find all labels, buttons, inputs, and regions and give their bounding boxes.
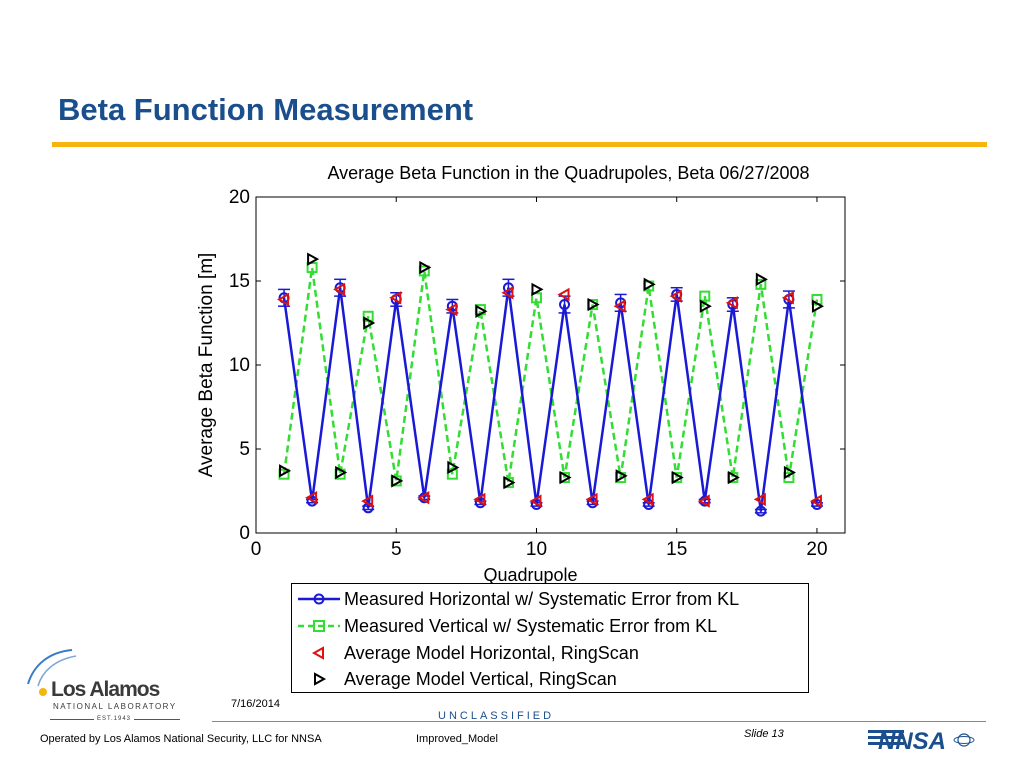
series-line-vertical-measured bbox=[282, 267, 819, 483]
point-vertical-model bbox=[335, 465, 348, 480]
point-horizontal-model bbox=[501, 286, 514, 300]
legend-entry-horizontal-measured: Measured Horizontal w/ Systematic Error … bbox=[292, 586, 810, 612]
series-line-horizontal-measured bbox=[282, 287, 819, 512]
lanl-logo: Los Alamos NATIONAL LABORATORY EST.1943 bbox=[20, 648, 190, 728]
point-horizontal-model bbox=[417, 491, 430, 505]
chart-legend: Measured Horizontal w/ Systematic Error … bbox=[291, 583, 809, 693]
point-vertical-model bbox=[475, 304, 488, 318]
point-horizontal-model bbox=[725, 296, 738, 310]
point-horizontal-measured bbox=[559, 299, 571, 311]
point-vertical-model bbox=[391, 474, 404, 488]
legend-label-horizontal-model: Average Model Horizontal, RingScan bbox=[344, 643, 639, 663]
x-tick-label: 15 bbox=[666, 539, 687, 560]
nnsa-logo-text: NNSA bbox=[878, 728, 946, 755]
point-vertical-model bbox=[755, 272, 768, 287]
y-tick-label: 10 bbox=[229, 355, 250, 376]
point-vertical-model bbox=[531, 282, 544, 297]
point-horizontal-model bbox=[641, 492, 654, 507]
point-horizontal-measured bbox=[755, 505, 767, 517]
footer-classification: UNCLASSIFIED bbox=[438, 710, 555, 722]
point-horizontal-model bbox=[585, 492, 598, 507]
point-vertical-model bbox=[783, 465, 796, 480]
point-horizontal-model bbox=[445, 302, 458, 317]
point-horizontal-model bbox=[557, 287, 570, 302]
legend-entry-horizontal-model: Average Model Horizontal, RingScan bbox=[292, 640, 810, 666]
legend-entry-vertical-model: Average Model Vertical, RingScan bbox=[292, 666, 810, 692]
legend-label-vertical-model: Average Model Vertical, RingScan bbox=[344, 669, 617, 689]
point-vertical-model bbox=[279, 464, 292, 478]
point-horizontal-model bbox=[361, 494, 374, 508]
point-vertical-model bbox=[307, 252, 320, 266]
y-axis-label: Average Beta Function [m] bbox=[196, 253, 217, 478]
point-horizontal-model bbox=[809, 494, 822, 508]
point-vertical-measured bbox=[699, 290, 711, 302]
point-horizontal-model bbox=[333, 282, 346, 297]
point-horizontal-model bbox=[781, 291, 794, 305]
footer-rule bbox=[212, 721, 986, 722]
legend-swatch-horizontal-measured bbox=[298, 593, 340, 605]
y-tick-label: 0 bbox=[239, 523, 250, 544]
legend-swatch-vertical-measured bbox=[298, 620, 340, 632]
footer-file-name: Improved_Model bbox=[416, 733, 498, 745]
footer-operated-by: Operated by Los Alamos National Security… bbox=[40, 733, 322, 745]
y-tick-label: 15 bbox=[229, 271, 250, 292]
legend-label-horizontal-measured: Measured Horizontal w/ Systematic Error … bbox=[344, 589, 740, 609]
slide-title: Beta Function Measurement bbox=[58, 92, 474, 127]
title-rule bbox=[52, 142, 987, 147]
x-tick-label: 10 bbox=[526, 539, 547, 560]
x-tick-label: 20 bbox=[806, 539, 827, 560]
point-horizontal-model bbox=[389, 291, 402, 305]
lanl-logo-est: EST.1943 bbox=[94, 716, 135, 722]
point-vertical-model bbox=[503, 475, 516, 490]
point-vertical-model bbox=[811, 299, 825, 313]
plot-area bbox=[255, 196, 846, 534]
point-vertical-model bbox=[615, 469, 628, 483]
point-vertical-model bbox=[643, 277, 656, 292]
point-vertical-model bbox=[671, 470, 684, 485]
point-horizontal-model bbox=[753, 492, 766, 507]
point-horizontal-model bbox=[276, 292, 290, 307]
chart-title: Average Beta Function in the Quadrupoles… bbox=[327, 163, 809, 183]
point-horizontal-model bbox=[669, 289, 682, 303]
legend-swatch-vertical-model bbox=[314, 672, 327, 686]
legend-label-vertical-measured: Measured Vertical w/ Systematic Error fr… bbox=[344, 616, 718, 636]
point-vertical-model bbox=[727, 470, 740, 485]
legend-entry-vertical-measured: Measured Vertical w/ Systematic Error fr… bbox=[292, 613, 810, 639]
nnsa-logo: NNSA bbox=[868, 728, 975, 755]
x-tick-label: 5 bbox=[391, 539, 402, 560]
lanl-logo-subtitle: NATIONAL LABORATORY bbox=[53, 702, 177, 711]
point-vertical-model bbox=[699, 299, 712, 313]
point-horizontal-model bbox=[613, 299, 626, 313]
point-vertical-model bbox=[363, 316, 376, 330]
y-tick-label: 20 bbox=[229, 187, 250, 208]
lanl-dot-icon bbox=[39, 688, 47, 696]
footer-slide-number: Slide 13 bbox=[744, 728, 784, 740]
y-tick-label: 5 bbox=[239, 439, 250, 460]
point-horizontal-model bbox=[473, 492, 486, 507]
footer-date: 7/16/2014 bbox=[231, 698, 280, 710]
beta-function-chart: Average Beta Function in the Quadrupoles… bbox=[196, 163, 846, 584]
point-horizontal-model bbox=[697, 494, 710, 508]
point-horizontal-model bbox=[529, 494, 542, 508]
legend-swatch-horizontal-model bbox=[311, 646, 324, 660]
x-tick-label: 0 bbox=[251, 539, 262, 560]
lanl-swoosh-icon bbox=[27, 649, 77, 687]
point-horizontal-model bbox=[305, 491, 318, 505]
point-vertical-model bbox=[559, 470, 572, 485]
lanl-logo-name: Los Alamos bbox=[51, 678, 160, 701]
point-vertical-model bbox=[587, 297, 600, 312]
x-axis-label: Quadrupole bbox=[483, 565, 577, 584]
point-vertical-model bbox=[419, 260, 432, 275]
point-vertical-model bbox=[447, 460, 460, 475]
